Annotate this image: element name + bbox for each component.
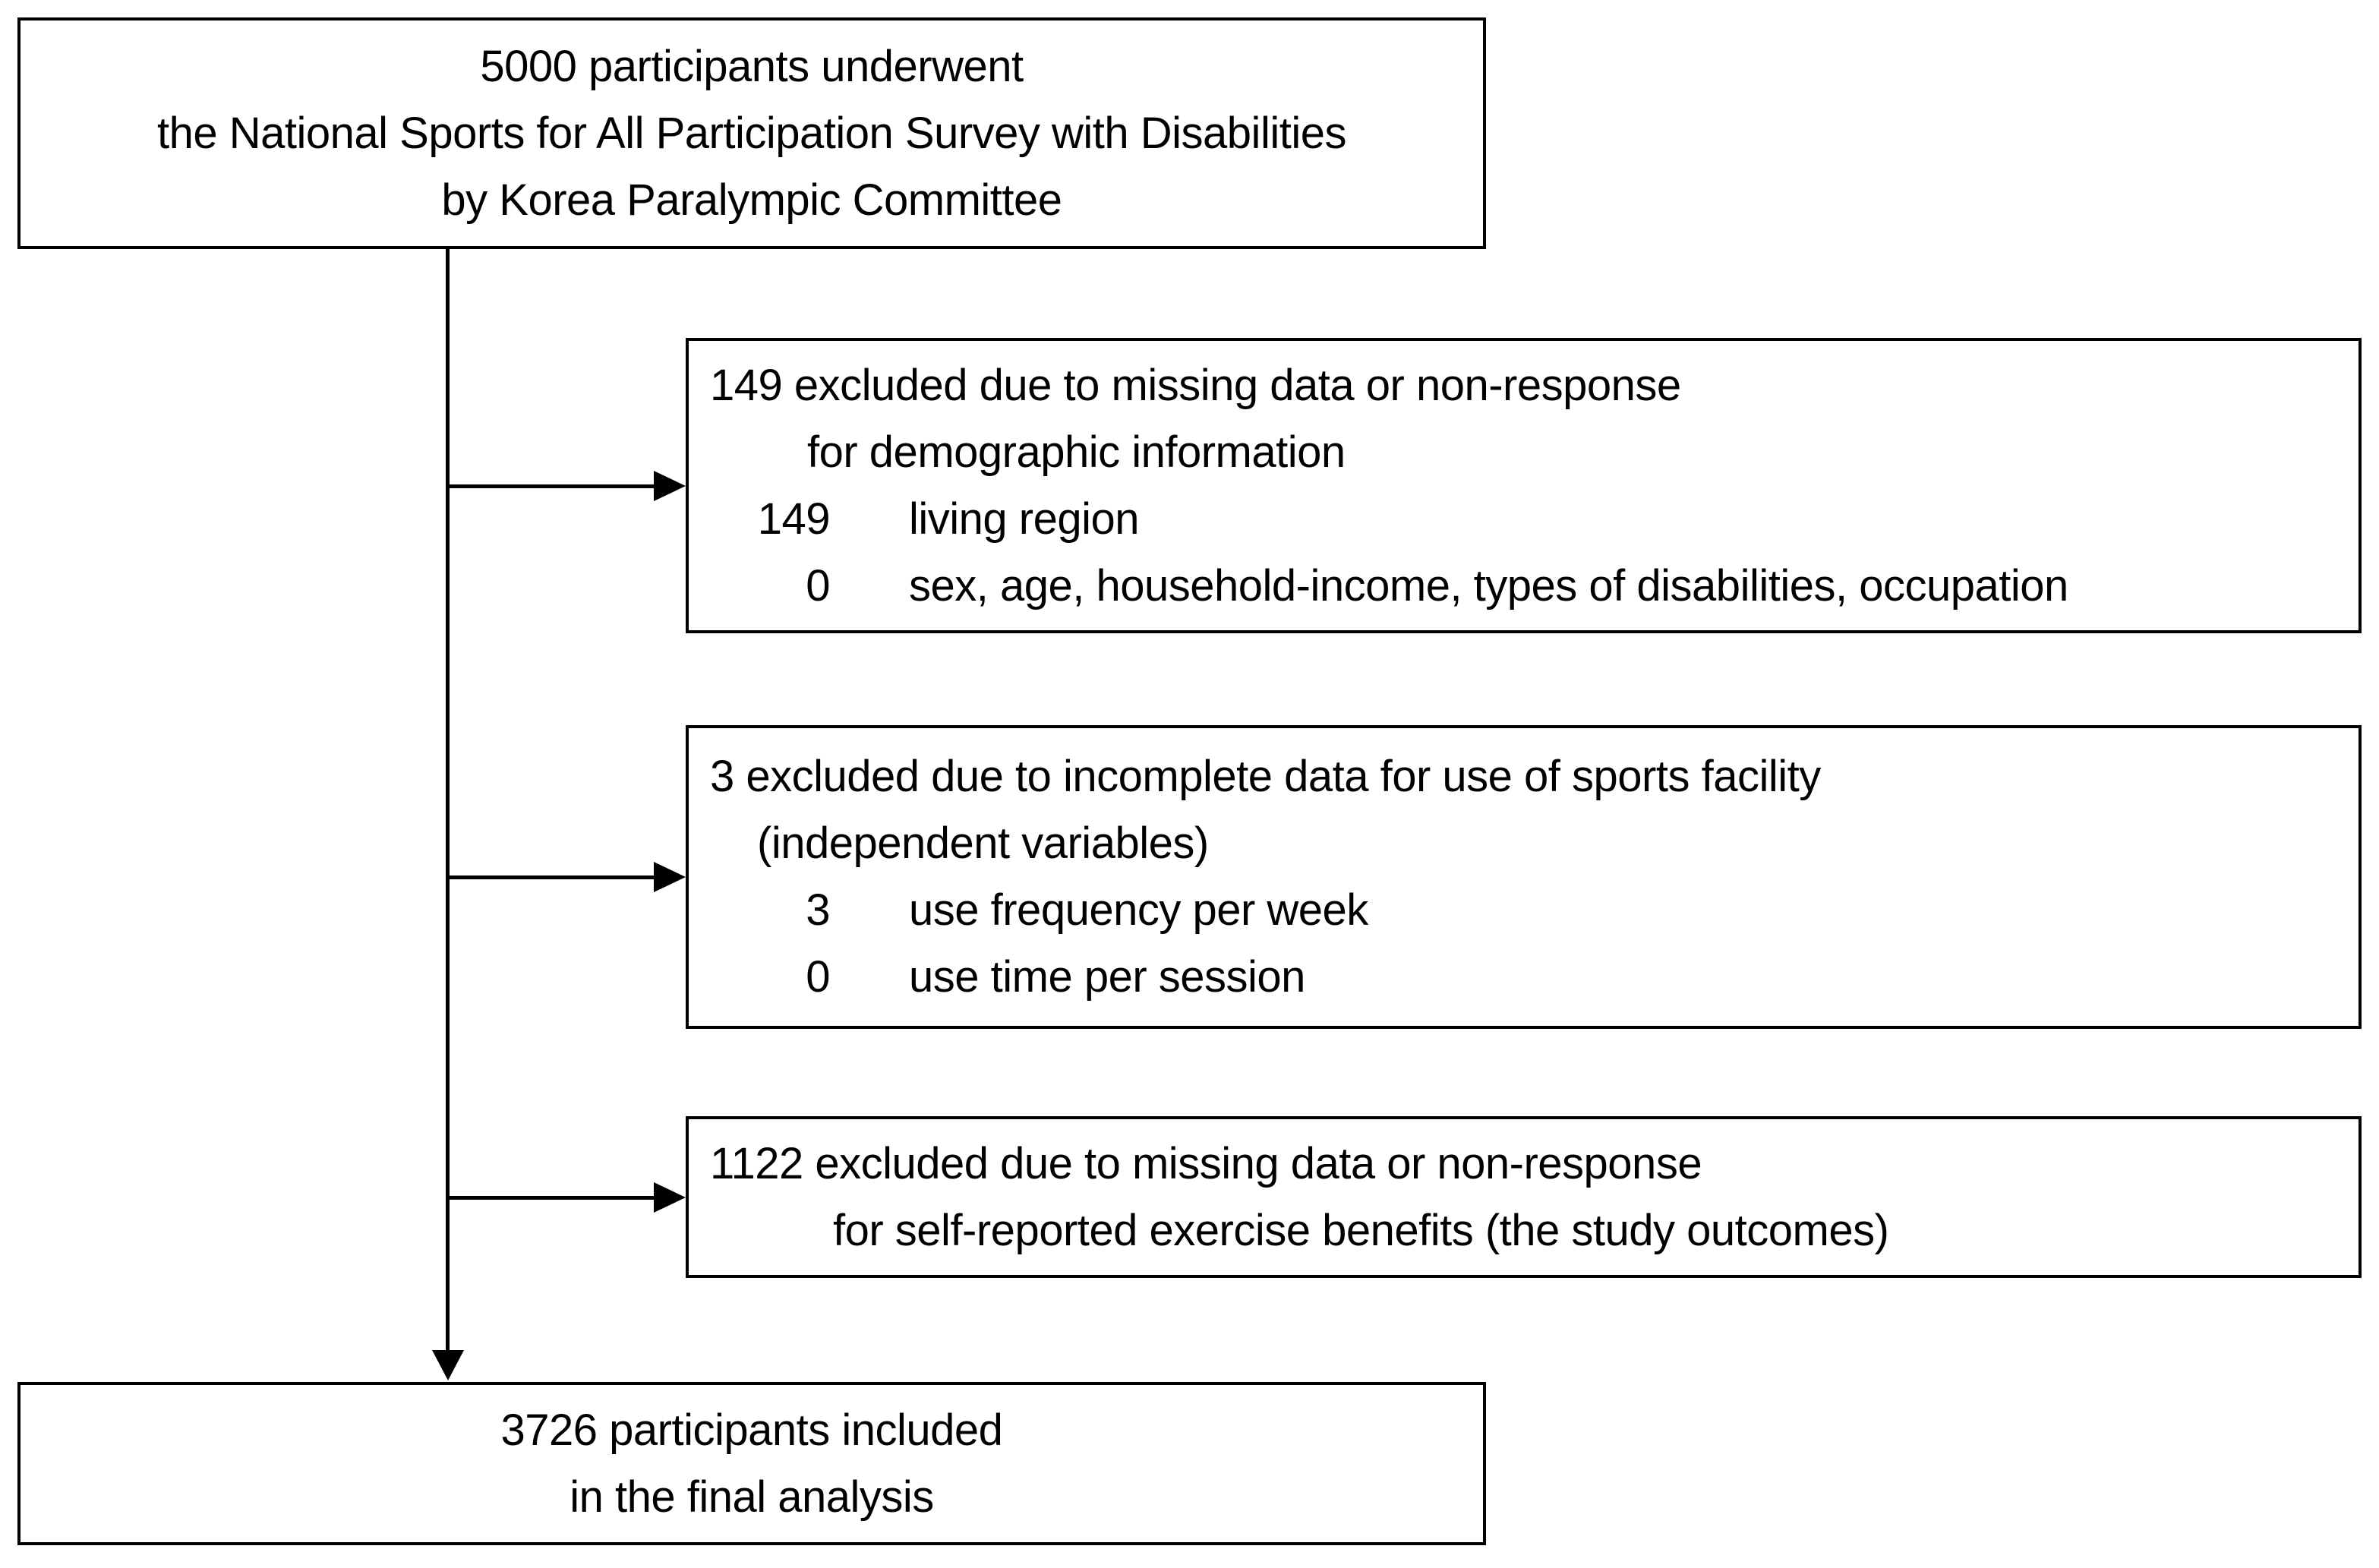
exclusion-box-sports-facility: 3 excluded due to incomplete data for us… (686, 725, 2362, 1029)
exclusion-1-item-1-label: living region (909, 494, 1140, 544)
exclusion-2-subheading: (independent variables) (757, 819, 1209, 868)
exclusion-2-item-1-label: use frequency per week (909, 885, 1368, 935)
exclusion-box-demographic: 149 excluded due to missing data or non-… (686, 338, 2362, 633)
exclusion-box-outcomes: 1122 excluded due to missing data or non… (686, 1116, 2362, 1278)
exclusion-2-item: 0 use time per session (710, 944, 2340, 1011)
exclusion-1-subheading: for demographic information (807, 427, 1346, 477)
final-analysis-line-2: in the final analysis (570, 1472, 934, 1522)
exclusion-2-item-2-count: 0 (806, 952, 830, 1002)
exclusion-1-item-1-count: 149 (757, 494, 831, 544)
exclusion-1-item-2-count: 0 (806, 560, 830, 610)
branch-arrow-3-arrowhead-icon (654, 1182, 686, 1213)
source-population-box: 5000 participants underwent the National… (17, 17, 1486, 249)
exclusion-1-item: 149 living region (710, 486, 2340, 553)
branch-arrow-2-line (446, 875, 655, 879)
branch-arrow-2-arrowhead-icon (654, 862, 686, 892)
exclusion-1-heading: 149 excluded due to missing data or non-… (710, 360, 1681, 410)
flow-trunk-arrowhead-icon (432, 1350, 464, 1380)
exclusion-2-item: 3 use frequency per week (710, 877, 2340, 944)
exclusion-2-item-2-label: use time per session (909, 952, 1305, 1002)
branch-arrow-1-arrowhead-icon (654, 471, 686, 501)
final-analysis-box: 3726 participants included in the final … (17, 1382, 1486, 1545)
exclusion-3-subheading: for self-reported exercise benefits (the… (833, 1205, 1889, 1255)
exclusion-1-item: 0 sex, age, household-income, types of d… (710, 553, 2340, 620)
branch-arrow-1-line (446, 484, 655, 488)
exclusion-3-heading: 1122 excluded due to missing data or non… (710, 1138, 1702, 1188)
final-analysis-line-1: 3726 participants included (500, 1405, 1003, 1455)
exclusion-1-item-2-label: sex, age, household-income, types of dis… (909, 560, 2068, 610)
source-population-line-3: by Korea Paralympic Committee (441, 175, 1062, 225)
source-population-line-1: 5000 participants underwent (480, 41, 1024, 91)
branch-arrow-3-line (446, 1196, 655, 1200)
flow-trunk-line (446, 249, 450, 1352)
exclusion-2-item-1-count: 3 (806, 885, 830, 935)
source-population-line-2: the National Sports for All Participatio… (157, 108, 1346, 158)
exclusion-2-heading: 3 excluded due to incomplete data for us… (710, 752, 1821, 801)
